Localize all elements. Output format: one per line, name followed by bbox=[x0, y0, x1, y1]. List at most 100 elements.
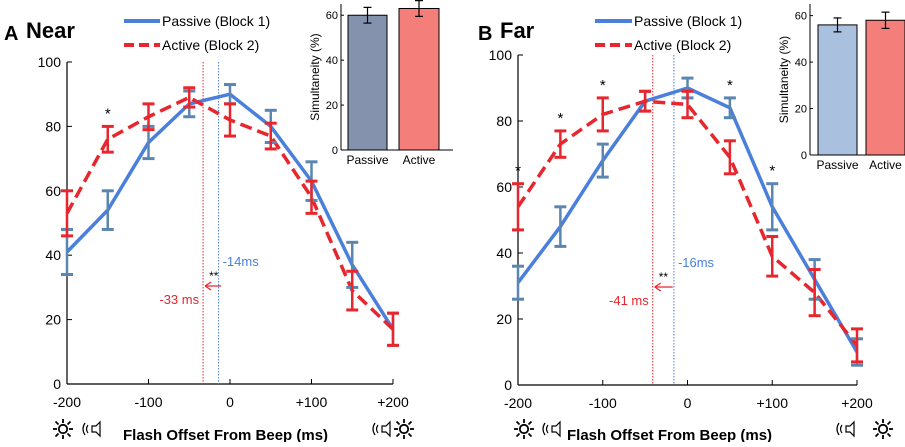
significance-star: * bbox=[769, 163, 775, 180]
panel-near: A Near Passive (Block 1) Active (Block 2… bbox=[4, 0, 453, 444]
error-bar-active bbox=[183, 86, 196, 109]
y-tick-label: 60 bbox=[496, 179, 512, 195]
significance-star: * bbox=[600, 77, 606, 94]
error-bar-active bbox=[766, 235, 779, 278]
x-tick-label: 0 bbox=[226, 394, 234, 410]
flash-icon bbox=[872, 418, 894, 440]
legend-active-label: Active (Block 2) bbox=[162, 37, 259, 53]
inset-y-tick-label: 60 bbox=[326, 10, 338, 22]
error-bar-passive bbox=[596, 142, 609, 179]
pss-shift-arrowhead bbox=[204, 281, 212, 291]
x-ticks: -200 -100 0 +100 +200 bbox=[504, 380, 873, 411]
panel-title: Near bbox=[26, 18, 75, 43]
legend-active-label: Active (Block 2) bbox=[634, 37, 731, 53]
pss-label-passive: -16ms bbox=[678, 255, 715, 270]
inset-y-tick-label: 40 bbox=[326, 55, 338, 67]
y-tick-label: 20 bbox=[496, 311, 512, 327]
y-ticks: 0 20 40 60 80 100 bbox=[489, 47, 523, 393]
y-ticks: 0 20 40 60 80 100 bbox=[38, 54, 72, 392]
y-tick-label: 0 bbox=[53, 376, 61, 392]
pss-label-active: -33 ms bbox=[159, 292, 199, 307]
error-bar-passive bbox=[554, 205, 567, 248]
error-bar-active bbox=[808, 268, 821, 318]
error-bar-active bbox=[639, 89, 652, 113]
y-tick-label: 80 bbox=[45, 118, 61, 134]
x-tick-label: 0 bbox=[684, 395, 692, 411]
error-bar-passive bbox=[101, 189, 114, 231]
y-tick-label: 40 bbox=[496, 245, 512, 261]
error-bar-active bbox=[346, 269, 359, 312]
panel-letter: B bbox=[478, 23, 492, 45]
pss-difference-stars: ** bbox=[209, 269, 219, 283]
inset-bar-active bbox=[865, 19, 905, 156]
inset-error-bar bbox=[415, 0, 423, 17]
y-tick-label: 0 bbox=[504, 377, 512, 393]
inset-y-tick-label: 20 bbox=[326, 100, 338, 112]
x-tick-label: +100 bbox=[756, 395, 788, 411]
inset-bar-active bbox=[398, 7, 440, 151]
x-tick-label: +200 bbox=[841, 395, 873, 411]
series-line-passive bbox=[516, 86, 859, 353]
speaker-icon bbox=[372, 421, 391, 437]
x-tick-label: -200 bbox=[504, 395, 532, 411]
inset-x-tick-label: Passive bbox=[346, 153, 388, 167]
error-bar-active bbox=[101, 124, 114, 154]
y-tick-label: 60 bbox=[45, 183, 61, 199]
inset-bar-chart: 0 20 40 60 Simultaneity (%) Passive Active bbox=[308, 0, 453, 167]
panel-far: B Far Passive (Block 1) Active (Block 2)… bbox=[478, 4, 905, 444]
x-axis-label: Flash Offset From Beep (ms) bbox=[567, 427, 772, 442]
inset-error-bar bbox=[833, 17, 842, 33]
x-tick-label: +100 bbox=[296, 394, 328, 410]
inset-y-axis-label: Simultaneity (%) bbox=[777, 36, 791, 123]
y-tick-label: 100 bbox=[489, 47, 513, 63]
error-bar-active bbox=[224, 102, 236, 138]
significance-star: * bbox=[557, 110, 563, 127]
x-ticks: -200 -100 0 +100 +200 bbox=[53, 379, 409, 410]
x-axis-label: Flash Offset From Beep (ms) bbox=[123, 427, 328, 442]
error-bar-active bbox=[851, 327, 863, 364]
plot-area: * -14ms ** -33 ms bbox=[61, 62, 399, 384]
significance-star: * bbox=[727, 77, 733, 94]
inset-x-tick-label: Active bbox=[869, 158, 902, 172]
inset-y-tick-label: 20 bbox=[795, 104, 807, 116]
error-bar-active bbox=[264, 121, 277, 151]
pss-shift-arrowhead bbox=[654, 282, 662, 292]
error-bar-active bbox=[681, 89, 694, 120]
flash-icon bbox=[393, 418, 415, 440]
inset-y-tick-label: 60 bbox=[795, 11, 807, 23]
inset-y-tick-label: 0 bbox=[332, 145, 338, 157]
y-tick-label: 100 bbox=[38, 54, 62, 70]
inset-x-tick-label: Active bbox=[403, 153, 436, 167]
error-bar-active bbox=[61, 189, 73, 238]
inset-error-bar bbox=[363, 6, 372, 24]
inset-error-bar bbox=[881, 11, 890, 29]
y-tick-label: 40 bbox=[45, 247, 61, 263]
plot-area: *** **-16ms**-41 ms bbox=[512, 55, 863, 385]
pss-difference-stars: ** bbox=[659, 270, 669, 284]
x-tick-label: -100 bbox=[134, 394, 162, 410]
speaker-icon bbox=[542, 421, 561, 437]
flash-icon bbox=[513, 418, 535, 440]
error-bar-active bbox=[142, 102, 155, 132]
legend: Passive (Block 1) Active (Block 2) bbox=[595, 13, 742, 53]
pss-label-active: -41 ms bbox=[609, 293, 649, 308]
error-bar-active bbox=[596, 96, 609, 133]
panel-title: Far bbox=[500, 18, 535, 43]
pss-label-passive: -14ms bbox=[223, 254, 260, 269]
legend: Passive (Block 1) Active (Block 2) bbox=[124, 13, 270, 53]
series-line-active bbox=[516, 99, 859, 347]
x-tick-label: -200 bbox=[53, 394, 81, 410]
inset-x-tick-label: Passive bbox=[816, 158, 858, 172]
error-bar-passive bbox=[142, 124, 155, 161]
inset-bar-chart: 0 20 40 60 Simultaneity (%) Passive Active bbox=[777, 4, 905, 172]
error-bar-active bbox=[723, 139, 736, 176]
flash-icon bbox=[52, 418, 74, 440]
inset-y-axis-label: Simultaneity (%) bbox=[308, 33, 322, 120]
y-tick-label: 20 bbox=[45, 312, 61, 328]
inset-y-tick-label: 40 bbox=[795, 57, 807, 69]
inset-bar-passive bbox=[347, 14, 388, 151]
error-bar-active bbox=[554, 129, 567, 159]
error-bar-passive bbox=[512, 264, 524, 301]
error-bar-active bbox=[512, 182, 524, 232]
